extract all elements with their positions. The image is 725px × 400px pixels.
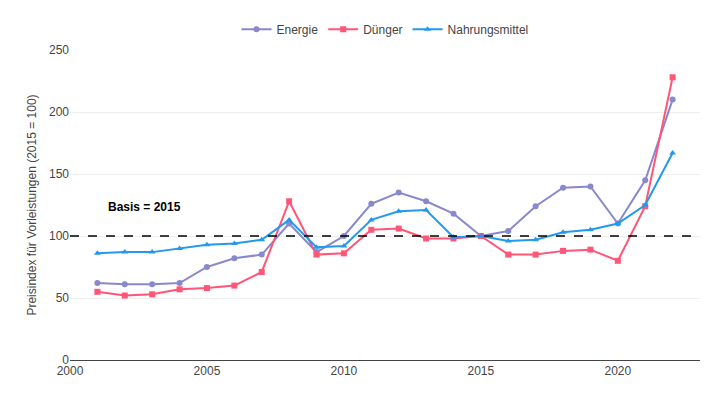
svg-text:100: 100 (49, 229, 69, 243)
svg-text:250: 250 (49, 43, 69, 57)
svg-text:50: 50 (56, 291, 70, 305)
svg-text:Energie: Energie (277, 23, 319, 37)
svg-text:2010: 2010 (331, 364, 358, 378)
svg-text:150: 150 (49, 167, 69, 181)
svg-text:0: 0 (62, 353, 69, 367)
svg-text:200: 200 (49, 105, 69, 119)
svg-text:2020: 2020 (604, 364, 631, 378)
svg-text:Preisindex für Vorleistungen (: Preisindex für Vorleistungen (2015 = 100… (25, 94, 39, 315)
svg-text:2005: 2005 (194, 364, 221, 378)
svg-text:2000: 2000 (57, 364, 84, 378)
svg-text:2015: 2015 (468, 364, 495, 378)
svg-text:Basis = 2015: Basis = 2015 (108, 200, 181, 214)
svg-text:Dünger: Dünger (363, 23, 402, 37)
svg-text:Nahrungsmittel: Nahrungsmittel (448, 23, 529, 37)
